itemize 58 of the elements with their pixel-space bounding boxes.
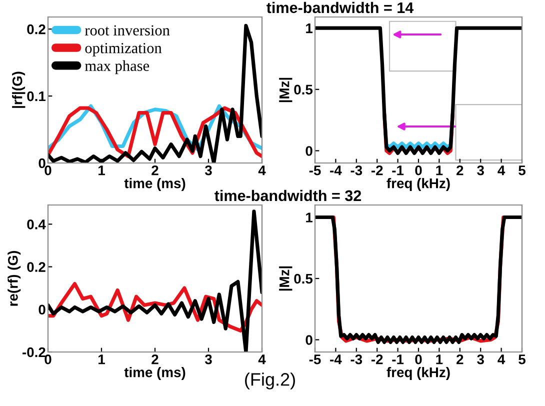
- x-tick-label: -4: [330, 354, 342, 364]
- text: (Fig.2): [245, 372, 295, 390]
- x-tick-label: 3: [477, 165, 484, 176]
- y-tick-label: 1: [306, 24, 313, 34]
- x-tick-label: -2: [371, 165, 383, 176]
- x-tick-label: -5: [309, 354, 321, 364]
- x-tick-label: -1: [392, 166, 404, 176]
- x-tick-label: 0: [415, 165, 422, 176]
- y-tick-label: 1: [306, 212, 313, 222]
- y-tick-label: -0.2: [22, 347, 46, 358]
- x-tick-label: 1: [98, 166, 105, 176]
- x-tick-label: 4: [258, 166, 266, 176]
- y-tick-label: 0: [306, 146, 312, 156]
- x-axis-title: time (ms): [124, 367, 186, 380]
- y-tick-label: 0: [38, 304, 46, 315]
- x-tick-label: 3: [204, 354, 212, 364]
- x-tick-label: 1: [436, 166, 443, 176]
- x-tick-label: -2: [371, 354, 383, 364]
- y-axis-title: |Mz|: [279, 78, 292, 102]
- x-tick-label: 4: [258, 354, 266, 364]
- legend-label: optimization: [85, 42, 162, 56]
- x-tick-label: 5: [518, 166, 526, 176]
- x-tick-label: 5: [518, 354, 526, 364]
- x-tick-label: 0: [415, 354, 422, 364]
- y-axis-title: |Mz|: [279, 266, 292, 291]
- x-tick-label: -3: [350, 165, 362, 176]
- x-tick-label: -4: [330, 166, 342, 176]
- y-tick-label: 0.5: [294, 274, 313, 284]
- y-tick-label: 0.2: [27, 262, 46, 272]
- x-tick-label: 2: [152, 354, 158, 364]
- y-axis-title: |rf|(G): [12, 72, 26, 108]
- x-tick-label: -3: [350, 354, 362, 364]
- x-axis-title: freq (kHz): [386, 367, 450, 380]
- legend-label: root inversion: [84, 25, 170, 36]
- x-axis-title: time (ms): [124, 178, 186, 191]
- chart-title: time-bandwidth = 32: [214, 190, 362, 202]
- y-tick-label: 0.1: [27, 91, 46, 102]
- x-tick-label: -5: [309, 166, 321, 176]
- y-tick-label: 0: [306, 335, 312, 345]
- y-axis-title: re(rf) (G): [8, 251, 21, 306]
- x-tick-label: 2: [456, 354, 464, 364]
- x-tick-label: 4: [498, 354, 506, 364]
- x-axis-title: freq (kHz): [386, 178, 450, 191]
- x-tick-label: 2: [456, 165, 464, 176]
- x-tick-label: 1: [436, 354, 443, 364]
- x-tick-label: 3: [477, 354, 484, 364]
- y-tick-label: 0.2: [27, 24, 46, 34]
- y-tick-label: 0.4: [27, 220, 46, 230]
- y-tick-label: 0: [38, 158, 46, 168]
- chart-title: time-bandwidth = 14: [266, 2, 414, 14]
- x-tick-label: 3: [204, 165, 212, 176]
- legend-label: max phase: [84, 60, 150, 74]
- y-tick-label: 0.5: [294, 84, 313, 95]
- x-tick-label: 2: [152, 165, 158, 176]
- line-series: [315, 26, 522, 155]
- x-tick-label: -1: [392, 354, 404, 364]
- x-tick-label: 4: [498, 166, 506, 176]
- x-tick-label: 1: [98, 354, 105, 364]
